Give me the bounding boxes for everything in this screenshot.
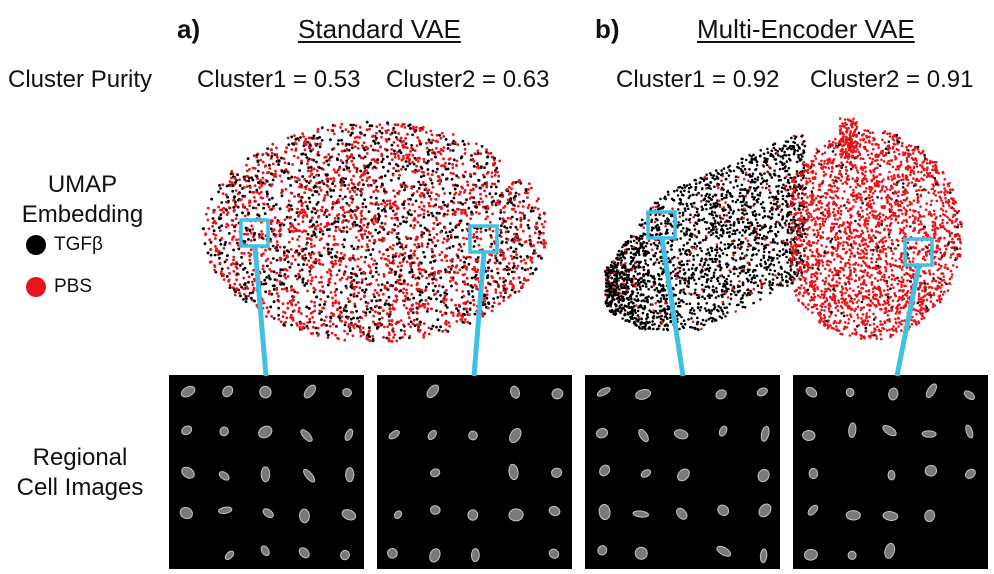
cell-tile-a-left (169, 375, 364, 569)
legend-item-pbs: PBS (26, 276, 103, 298)
panel-a-cluster1-purity: Cluster1 = 0.53 (197, 66, 361, 93)
umap-scatter-standard-vae (201, 120, 547, 343)
panel-a-cluster2-purity: Cluster2 = 0.63 (386, 66, 550, 93)
cell-images-label-line2: Cell Images (16, 474, 144, 501)
region-box-a-right (468, 224, 499, 377)
cluster-purity-row-label: Cluster Purity (8, 66, 153, 93)
umap-label-line1: UMAP (47, 171, 118, 198)
cell-images-row-label: Regional Cell Images (0, 443, 160, 503)
panel-b-cluster1-purity: Cluster1 = 0.92 (616, 66, 780, 93)
cell-tile-b-left (585, 375, 780, 569)
legend: TGFβ PBS (26, 234, 103, 298)
panel-a-letter: a) (177, 14, 201, 44)
umap-label-line2: Embedding (21, 201, 144, 228)
region-box-a-left (239, 218, 270, 377)
region-box-b-left (646, 210, 686, 377)
cell-image-tiles (169, 375, 988, 569)
panel-b-cluster2-purity: Cluster2 = 0.91 (810, 66, 974, 93)
cell-tile-a-right (377, 375, 572, 569)
panel-b-letter: b) (595, 14, 620, 44)
legend-label-tgfb: TGFβ (54, 234, 103, 255)
panel-a-title: Standard VAE (298, 14, 461, 44)
legend-item-tgfb: TGFβ (26, 234, 103, 256)
cell-tile-b-right (793, 375, 988, 569)
tgfb-dot-icon (26, 235, 46, 255)
legend-label-pbs: PBS (54, 276, 93, 297)
umap-scatter-multi-encoder-vae (603, 117, 963, 341)
region-box-b-right (894, 237, 934, 377)
cell-images-label-line1: Regional (32, 444, 128, 471)
umap-row-label: UMAP Embedding (0, 170, 165, 230)
pbs-dot-icon (26, 277, 46, 297)
panel-b-title: Multi-Encoder VAE (697, 14, 915, 44)
region-highlights (239, 210, 934, 377)
